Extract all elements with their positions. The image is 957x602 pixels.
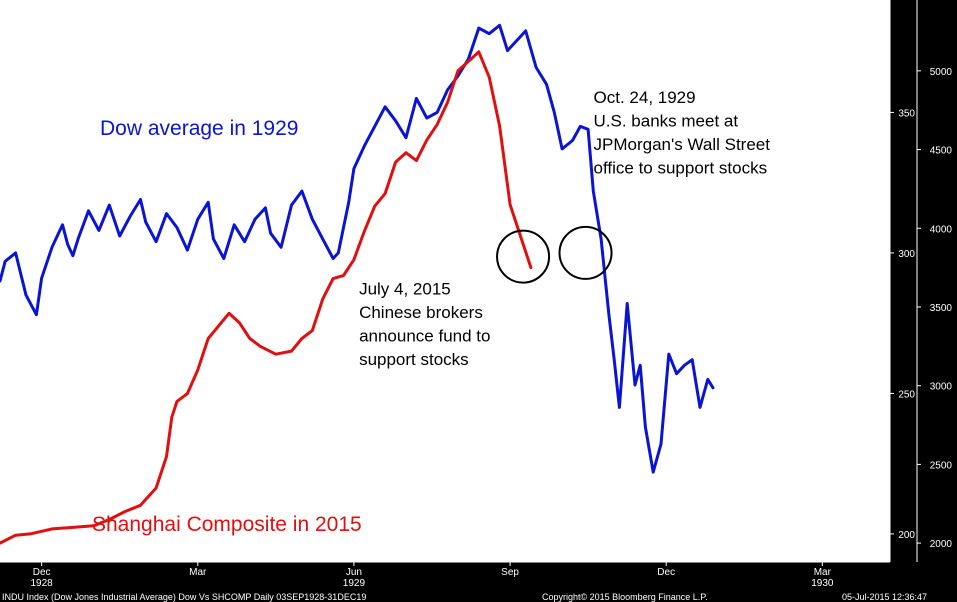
dow-axis-label: 350 — [898, 108, 915, 119]
dow-axis-label: 200 — [898, 530, 915, 541]
legend-shanghai-label: Shanghai Composite in 2015 — [92, 513, 362, 536]
shanghai-axis-label: 4500 — [930, 146, 953, 157]
shanghai-annotation-line: Chinese brokers — [359, 303, 483, 322]
dow-event-circle — [558, 225, 613, 280]
dow-annotation-line: U.S. banks meet at — [594, 111, 739, 130]
inner-axis-strip — [890, 0, 918, 562]
x-tick-label: Mar — [814, 567, 832, 578]
series-layer — [0, 23, 715, 545]
footer-copyright: Copyright© 2015 Bloomberg Finance L.P. — [542, 592, 708, 602]
legend-dow-label: Dow average in 1929 — [100, 117, 298, 140]
footer-source: INDU Index (Dow Jones Industrial Average… — [2, 592, 366, 602]
shanghai-axis-label: 2500 — [930, 460, 953, 471]
shanghai-event-circle — [496, 229, 551, 284]
x-tick-label: Jun — [346, 567, 362, 578]
annotation-layer: Oct. 24, 1929 U.S. banks meet at JPMorgan'… — [359, 88, 770, 369]
shanghai-axis-label: 4000 — [930, 224, 953, 235]
dow-annotation-line: office to support stocks — [594, 158, 768, 177]
dow-series-line — [0, 23, 715, 474]
shanghai-annotation-line: July 4, 2015 — [359, 280, 451, 299]
shanghai-annotation-line: announce fund to — [359, 327, 490, 346]
shanghai-series-line — [0, 50, 533, 545]
x-tick-label: Dec — [657, 567, 675, 578]
footer-timestamp: 05-Jul-2015 12:36:47 — [842, 592, 927, 602]
x-year-label: 1928 — [31, 578, 54, 589]
shanghai-axis-label: 3000 — [930, 382, 953, 393]
x-tick-label: Sep — [501, 567, 519, 578]
dow-axis-label: 250 — [898, 389, 915, 400]
x-tick-label: Mar — [189, 567, 207, 578]
x-tick-label: Dec — [33, 567, 51, 578]
shanghai-axis-label: 2000 — [930, 539, 953, 550]
shanghai-annotation-line: support stocks — [359, 350, 469, 369]
dow-annotation-line: Oct. 24, 1929 — [594, 88, 696, 107]
x-year-label: 1929 — [343, 578, 366, 589]
x-year-label: 1930 — [811, 578, 834, 589]
shanghai-axis-label: 3500 — [930, 303, 953, 314]
shanghai-axis-label: 5000 — [930, 67, 953, 78]
dow-axis-label: 300 — [898, 249, 915, 260]
dow-annotation-line: JPMorgan's Wall Street — [594, 135, 771, 154]
